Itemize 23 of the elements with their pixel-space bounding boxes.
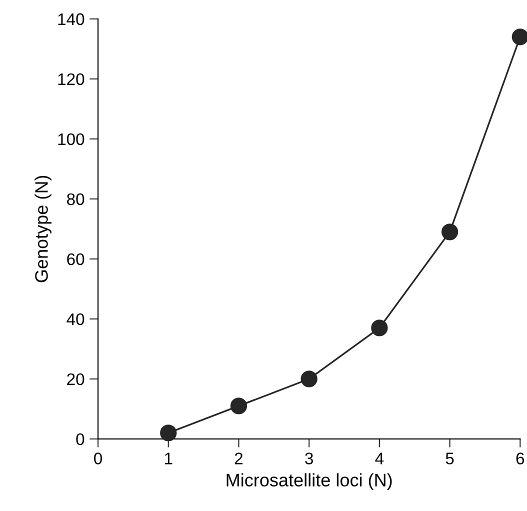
point	[300, 370, 318, 388]
y-tick-label: 40	[66, 313, 84, 326]
point	[230, 398, 248, 414]
y-tick-label: 140	[58, 13, 84, 26]
x-tick-label: 3	[305, 452, 313, 464]
x-tick-label: 5	[446, 452, 454, 464]
y-tick-label: 60	[67, 253, 84, 266]
point	[160, 424, 177, 442]
y-axis-title: Genotype (N)	[34, 176, 52, 282]
y-tick-label: 120	[58, 73, 84, 86]
x-tick-label: 1	[165, 452, 172, 464]
y-tick-label: 20	[67, 373, 84, 386]
x-tick-label: 4	[375, 452, 384, 464]
point	[371, 320, 388, 336]
x-tick-label: 2	[234, 452, 243, 464]
x-tick-label: 6	[516, 452, 524, 464]
point	[441, 224, 458, 240]
y-tick-label: 0	[76, 433, 84, 446]
x-axis-title: Microsatellite loci (N)	[226, 473, 392, 490]
y-tick-label: 100	[58, 133, 84, 146]
point	[512, 28, 527, 46]
x-tick-label: 0	[94, 452, 102, 464]
y-tick-label: 80	[67, 193, 84, 206]
